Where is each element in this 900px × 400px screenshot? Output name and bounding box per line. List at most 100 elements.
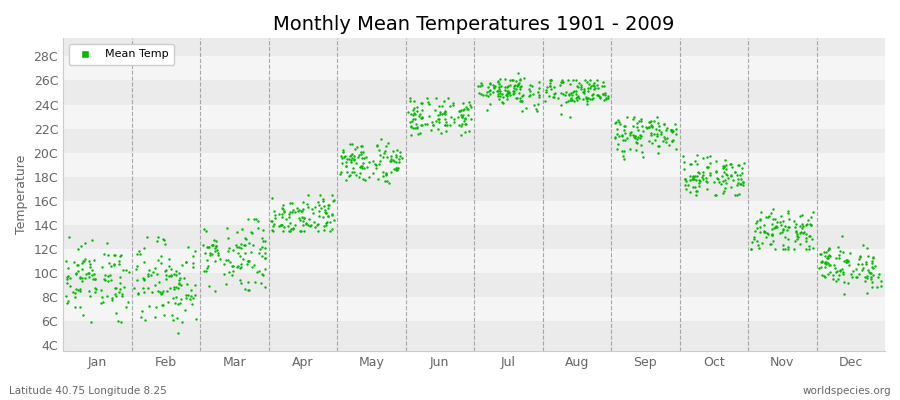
Point <box>862 268 877 275</box>
Point <box>447 118 462 125</box>
Point <box>718 185 733 192</box>
Point <box>317 223 331 230</box>
Point <box>734 181 749 188</box>
Point <box>776 226 790 232</box>
Point <box>347 157 362 163</box>
Point <box>781 216 796 222</box>
Point <box>226 263 240 270</box>
Point <box>688 184 703 190</box>
Point <box>158 241 172 247</box>
Point <box>230 244 244 250</box>
Point <box>795 221 809 228</box>
Point <box>356 165 371 171</box>
Point <box>522 88 536 94</box>
Point <box>700 186 715 192</box>
Point <box>112 286 127 292</box>
Point <box>369 164 383 171</box>
Point <box>547 93 562 100</box>
Point <box>372 160 386 167</box>
Point <box>274 214 289 220</box>
Point <box>236 256 250 262</box>
Point <box>501 90 516 97</box>
Point <box>267 212 282 218</box>
Point <box>767 225 781 231</box>
Point <box>677 166 691 172</box>
Point <box>716 163 731 169</box>
Point <box>562 91 577 98</box>
Point <box>500 88 515 94</box>
Point <box>275 228 290 234</box>
Point <box>219 280 233 287</box>
Point <box>609 126 624 132</box>
Point <box>342 153 356 160</box>
Point <box>731 180 745 186</box>
Bar <box>63 345 885 351</box>
Point <box>83 293 97 300</box>
Point <box>724 172 738 178</box>
Point <box>437 116 452 122</box>
Point <box>590 92 605 98</box>
Point <box>447 116 462 122</box>
Point <box>574 86 589 93</box>
Point <box>320 212 335 219</box>
Point <box>544 86 558 92</box>
Point <box>246 242 260 248</box>
Point <box>751 218 765 224</box>
Point <box>790 233 805 240</box>
Point <box>542 92 556 99</box>
Point <box>412 130 427 136</box>
Point <box>841 258 855 264</box>
Point <box>225 272 239 278</box>
Point <box>529 106 544 112</box>
Point <box>152 279 166 286</box>
Point <box>749 220 763 226</box>
Point <box>825 276 840 282</box>
Point <box>265 218 279 224</box>
Point <box>238 286 252 292</box>
Point <box>420 121 435 128</box>
Point <box>141 303 156 309</box>
Point <box>189 316 203 322</box>
Point <box>369 162 383 169</box>
Point <box>101 272 115 279</box>
Point <box>196 268 211 274</box>
Point <box>258 238 273 244</box>
Point <box>78 270 93 277</box>
Point <box>441 95 455 102</box>
Point <box>711 179 725 185</box>
Point <box>498 87 512 94</box>
Point <box>773 218 788 225</box>
Point <box>788 228 803 234</box>
Point <box>487 84 501 90</box>
Point <box>638 124 652 130</box>
Point <box>71 246 86 252</box>
Point <box>345 141 359 148</box>
Point <box>225 262 239 269</box>
Point <box>460 106 474 112</box>
Point <box>846 268 860 274</box>
Point <box>644 130 659 137</box>
Point <box>171 270 185 276</box>
Point <box>572 95 587 101</box>
Point <box>685 176 699 182</box>
Point <box>435 103 449 110</box>
Point <box>414 122 428 128</box>
Point <box>165 312 179 318</box>
Point <box>717 188 732 194</box>
Point <box>312 208 327 215</box>
Point <box>95 299 110 306</box>
Point <box>381 140 395 146</box>
Point <box>98 276 112 283</box>
Point <box>184 293 198 300</box>
Point <box>539 87 554 93</box>
Point <box>363 174 377 180</box>
Point <box>428 107 442 113</box>
Point <box>121 298 135 305</box>
Point <box>731 162 745 168</box>
Point <box>137 277 151 284</box>
Point <box>592 94 607 100</box>
Point <box>716 164 731 170</box>
Point <box>507 82 521 89</box>
Point <box>831 276 845 283</box>
Point <box>582 81 597 87</box>
